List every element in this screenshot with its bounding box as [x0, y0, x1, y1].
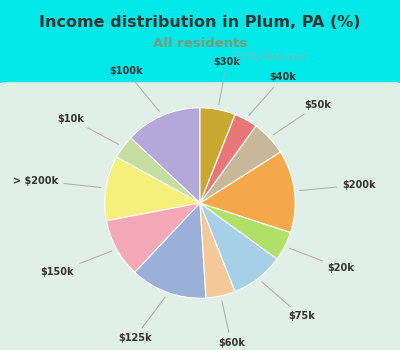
- Wedge shape: [200, 114, 256, 203]
- Wedge shape: [135, 203, 206, 298]
- Text: $10k: $10k: [57, 114, 119, 145]
- Wedge shape: [105, 157, 200, 221]
- Text: $125k: $125k: [118, 297, 165, 343]
- Text: All residents: All residents: [153, 37, 247, 50]
- Text: $40k: $40k: [249, 72, 296, 116]
- Wedge shape: [131, 108, 200, 203]
- Text: > $200k: > $200k: [13, 176, 101, 188]
- Text: Income distribution in Plum, PA (%): Income distribution in Plum, PA (%): [39, 15, 361, 30]
- Wedge shape: [200, 203, 235, 298]
- Text: $20k: $20k: [290, 248, 355, 273]
- Text: $150k: $150k: [41, 251, 112, 277]
- Text: $50k: $50k: [273, 100, 331, 135]
- Wedge shape: [116, 138, 200, 203]
- Text: $75k: $75k: [262, 282, 315, 321]
- Text: $60k: $60k: [218, 301, 245, 348]
- Wedge shape: [200, 108, 235, 203]
- Wedge shape: [200, 203, 277, 292]
- Text: $100k: $100k: [110, 66, 160, 111]
- Wedge shape: [106, 203, 200, 272]
- Wedge shape: [200, 126, 280, 203]
- Wedge shape: [200, 203, 290, 259]
- Wedge shape: [200, 152, 295, 232]
- Text: $200k: $200k: [300, 180, 376, 190]
- Text: Ⓣ City-Data.com: Ⓣ City-Data.com: [234, 53, 306, 62]
- Text: $30k: $30k: [214, 57, 240, 105]
